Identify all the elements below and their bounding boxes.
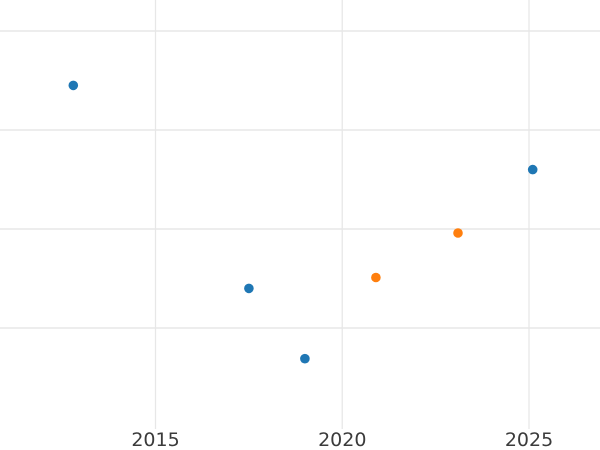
x-tick-label: 2025 — [505, 429, 553, 450]
series-orange — [371, 228, 463, 283]
data-point — [453, 228, 463, 238]
gridlines — [0, 0, 600, 429]
data-point — [68, 80, 79, 91]
data-point — [527, 164, 538, 175]
series-blue — [68, 80, 538, 364]
x-tick-labels: 2015 2020 2025 — [131, 429, 553, 450]
data-point — [244, 283, 254, 294]
x-tick-label: 2020 — [318, 429, 366, 450]
data-point — [300, 353, 310, 364]
x-tick-label: 2015 — [131, 429, 179, 450]
data-point — [371, 272, 381, 283]
